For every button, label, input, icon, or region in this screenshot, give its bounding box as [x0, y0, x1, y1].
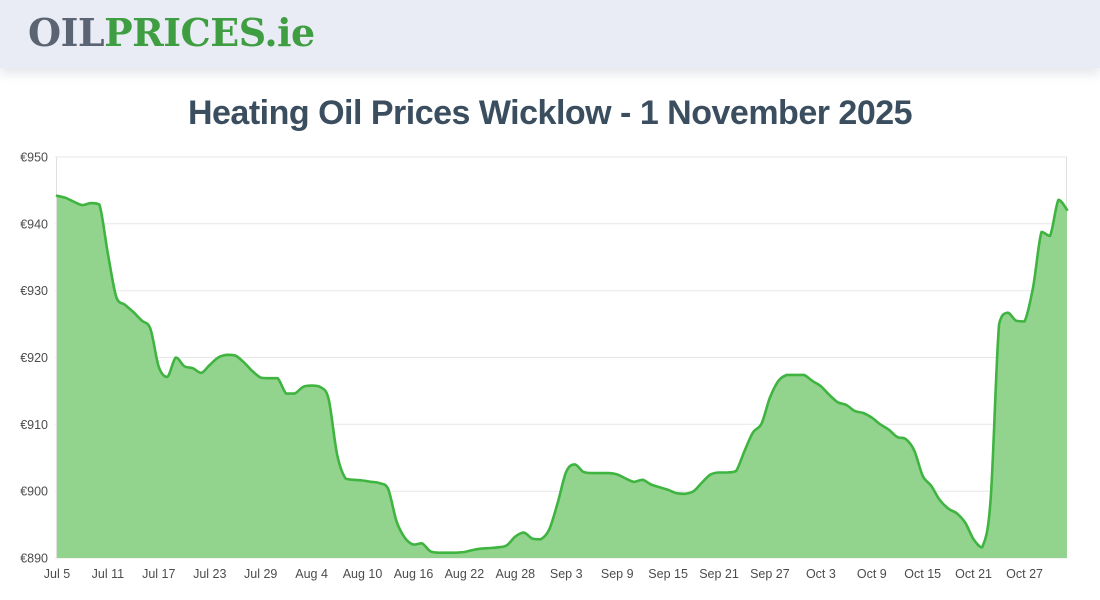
x-tick-label: Jul 11	[92, 567, 124, 581]
x-tick-label: Sep 21	[699, 567, 739, 581]
chart-container: €890 €900 €910 €920 €930 €940 €950 Jul 5 Jul 11…	[0, 140, 1100, 600]
x-tick-label: Sep 3	[550, 567, 583, 581]
x-tick-label: Jul 5	[44, 567, 70, 581]
y-tick-label: €920	[20, 351, 48, 365]
logo-text-domain: .ie	[264, 10, 315, 55]
x-tick-label: Aug 28	[495, 567, 535, 581]
x-tick-label: Oct 27	[1006, 567, 1043, 581]
y-tick-label: €930	[20, 284, 48, 298]
x-tick-label: Sep 27	[750, 567, 790, 581]
y-tick-label: €900	[20, 485, 48, 499]
price-area-series	[55, 194, 1069, 559]
x-tick-label: Aug 16	[394, 567, 434, 581]
logo-text-prices: PRICES	[104, 10, 265, 55]
x-tick-label: Oct 21	[955, 567, 992, 581]
x-tick-label: Sep 9	[601, 567, 634, 581]
x-tick-label: Oct 15	[904, 567, 941, 581]
y-tick-label: €940	[20, 217, 48, 231]
logo-text-oil: OIL	[28, 10, 105, 55]
price-line	[55, 194, 1069, 554]
x-tick-label: Aug 22	[445, 567, 485, 581]
page-title: Heating Oil Prices Wicklow - 1 November …	[187, 94, 913, 132]
price-chart[interactable]: €890 €900 €910 €920 €930 €940 €950 Jul 5 Jul 11…	[0, 140, 1100, 600]
x-tick-label: Jul 23	[193, 567, 226, 581]
x-tick-label: Sep 15	[648, 567, 688, 581]
y-tick-label: €950	[20, 151, 48, 165]
site-header: OILPRICES.ie	[0, 0, 1100, 68]
y-tick-label: €910	[20, 418, 48, 432]
y-axis-labels: €890 €900 €910 €920 €930 €940 €950	[20, 151, 48, 566]
y-tick-label: €890	[20, 552, 48, 566]
area-fill	[57, 195, 1067, 559]
site-logo[interactable]: OILPRICES.ie	[28, 12, 315, 54]
x-tick-label: Jul 17	[142, 567, 175, 581]
x-tick-label: Oct 3	[806, 567, 836, 581]
x-tick-label: Jul 29	[244, 567, 277, 581]
x-tick-label: Oct 9	[857, 567, 887, 581]
x-tick-label: Aug 4	[295, 567, 328, 581]
x-tick-label: Aug 10	[343, 567, 383, 581]
x-axis-labels: Jul 5 Jul 11 Jul 17 Jul 23 Jul 29 Aug 4 Aug 10…	[44, 567, 1043, 581]
